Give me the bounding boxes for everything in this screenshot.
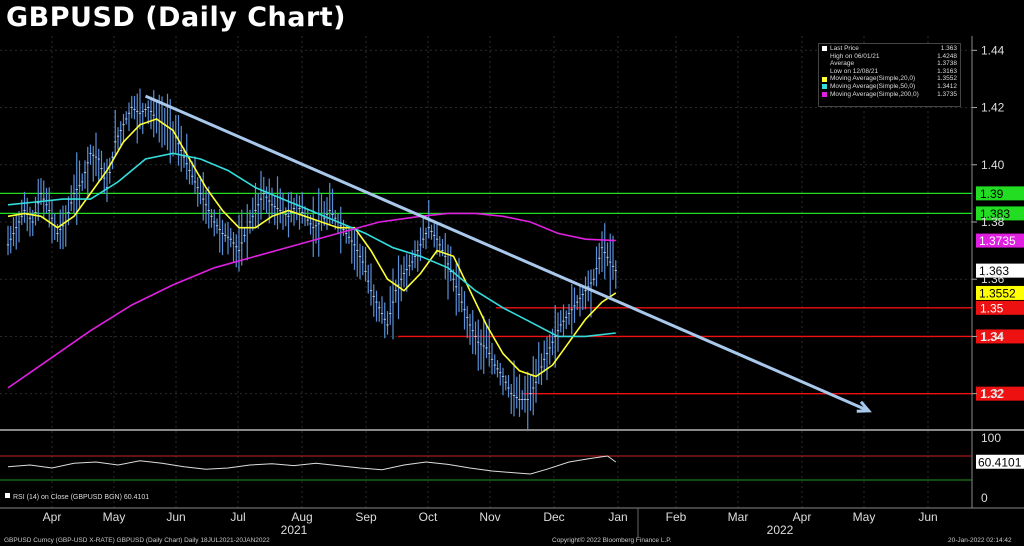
x-tick-label: Dec <box>543 510 564 524</box>
x-tick-label: Jul <box>230 510 245 524</box>
level-tag <box>976 186 1024 201</box>
rsi-legend-label: RSI (14) on Close (GBPUSD BGN) 60.4101 <box>13 494 149 501</box>
footer-left: GBPUSD Curncy (GBP-USD X-RATE) GBPUSD (D… <box>4 537 270 544</box>
footer-copyright: Copyright© 2022 Bloomberg Finance L.P. <box>552 537 672 544</box>
legend-value: 1.3412 <box>937 82 957 90</box>
legend-swatch <box>822 61 827 66</box>
x-tick-label: Jan <box>608 510 627 524</box>
legend-row: Moving Average(Simple,200,0) 1.3735 <box>822 91 957 99</box>
price-tag <box>976 285 1024 300</box>
chart-legend: Last Price 1.363 High on 06/01/21 1.4248 Ave… <box>818 43 961 107</box>
level-tag <box>976 300 1024 315</box>
legend-label: High on 06/01/21 <box>830 52 880 60</box>
legend-swatch <box>822 69 827 74</box>
legend-swatch <box>822 76 827 82</box>
legend-label: Moving Average(Simple,20,0) <box>830 75 916 83</box>
legend-value: 1.3163 <box>937 67 957 75</box>
x-year-label: 2022 <box>767 523 794 537</box>
legend-value: 1.3738 <box>937 60 957 68</box>
legend-value: 1.3552 <box>937 75 957 83</box>
y-tick-label: 1.44 <box>981 43 1005 57</box>
level-label: 1.35 <box>980 301 1004 315</box>
rsi-value-tag <box>976 454 1024 469</box>
y-tick-label: 1.38 <box>981 215 1005 229</box>
x-tick-label: Apr <box>43 510 62 524</box>
price-tag <box>976 233 1024 248</box>
price-series <box>6 88 617 432</box>
legend-row: Low on 12/08/21 1.3163 <box>822 68 957 76</box>
trendline-arrow <box>856 400 872 413</box>
legend-swatch <box>822 46 827 52</box>
level-label: 1.383 <box>980 207 1010 221</box>
level-tag <box>976 329 1024 344</box>
price-label: 1.363 <box>979 264 1009 278</box>
x-tick-label: Nov <box>479 510 500 524</box>
level-tag <box>976 386 1024 401</box>
legend-swatch <box>822 54 827 59</box>
legend-row: Moving Average(Simple,20,0) 1.3552 <box>822 75 957 83</box>
rsi-tick-label: 100 <box>981 431 1001 445</box>
y-axis: 1.44 1.42 1.40 1.38 1.36 1.34 1.32 <box>0 36 1024 508</box>
x-tick-label: Jun <box>166 510 185 524</box>
level-label: 1.39 <box>980 187 1004 201</box>
price-tag <box>976 263 1024 278</box>
legend-row: Last Price 1.363 <box>822 45 957 53</box>
x-tick-label: Jun <box>918 510 937 524</box>
legend-swatch <box>822 84 827 90</box>
x-tick-label: May <box>103 510 126 524</box>
x-tick-label: Aug <box>291 510 312 524</box>
legend-label: Low on 12/08/21 <box>830 67 879 75</box>
ma-line <box>7 118 617 378</box>
x-axis: Apr May Jun Jul Aug Sep Oct Nov Dec Jan Feb Mar Apr M… <box>0 507 1024 537</box>
legend-label: Last Price <box>830 45 859 52</box>
y-tick-label: 1.40 <box>981 158 1005 172</box>
rsi-tick-label: 0 <box>981 491 988 505</box>
x-year-label: 2021 <box>281 523 308 537</box>
rsi-value-label: 60.4101 <box>978 455 1022 469</box>
legend-row: Moving Average(Simple,50,0) 1.3412 <box>822 83 957 91</box>
rsi-legend-swatch <box>5 493 10 498</box>
x-tick-label: Oct <box>419 510 438 524</box>
x-tick-label: Apr <box>793 510 812 524</box>
x-tick-label: Mar <box>728 510 749 524</box>
x-tick-label: May <box>853 510 876 524</box>
legend-value: 1.4248 <box>937 52 957 60</box>
legend-value: 1.363 <box>940 45 957 52</box>
trendline-line <box>144 94 870 413</box>
price-label: 1.3735 <box>979 234 1016 248</box>
chart-title: GBPUSD (Daily Chart) <box>6 2 347 33</box>
y-tick-label: 1.36 <box>981 272 1005 286</box>
horizontal-levels: 1.39 1.383 1.35 1.34 1.32 1.3735 1.363 1.3552 <box>0 186 1024 401</box>
trendline <box>144 94 872 413</box>
x-tick-label: Sep <box>355 510 377 524</box>
legend-value: 1.3735 <box>937 90 957 98</box>
level-tag <box>976 206 1024 221</box>
legend-label: Average <box>830 60 855 68</box>
y-tick-label: 1.42 <box>981 101 1005 115</box>
legend-row: Average 1.3738 <box>822 60 957 68</box>
rsi-panel: 100 0 60.4101 RSI (14) on Close (GBPUSD BGN… <box>0 431 1024 505</box>
legend-swatch <box>822 91 827 97</box>
footer-timestamp: 20-Jan-2022 02:14:42 <box>948 537 1012 544</box>
y-tick-label: 1.32 <box>981 387 1005 401</box>
x-tick-label: Feb <box>666 510 687 524</box>
price-label: 1.3552 <box>979 286 1016 300</box>
legend-label: Moving Average(Simple,50,0) <box>830 82 916 90</box>
ma-line <box>7 152 616 338</box>
legend-row: High on 06/01/21 1.4248 <box>822 53 957 61</box>
legend-label: Moving Average(Simple,200,0) <box>830 90 919 98</box>
ma-line <box>7 212 616 389</box>
level-label: 1.34 <box>980 330 1004 344</box>
level-label: 1.32 <box>980 387 1004 401</box>
y-tick-label: 1.34 <box>981 329 1005 343</box>
rsi-line <box>7 455 617 475</box>
